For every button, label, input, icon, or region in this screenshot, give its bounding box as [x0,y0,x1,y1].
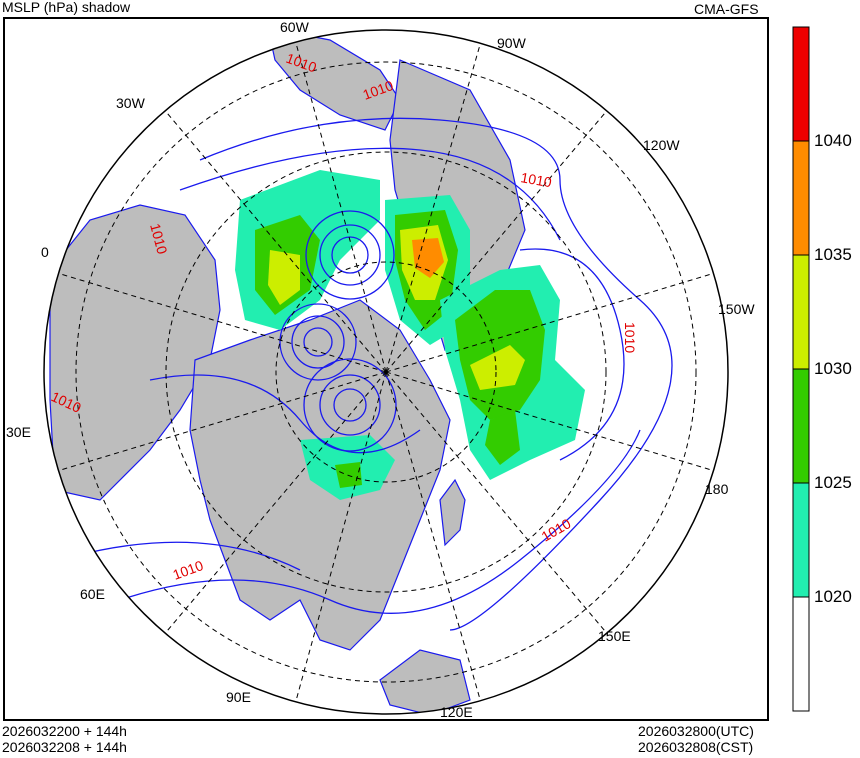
isobar-label: 1010 [519,169,553,190]
isobar-label: 1010 [147,222,171,256]
landmass-europe-africa [49,204,221,501]
lon-label-150e: 150E [598,628,631,644]
landmass-greenland [267,30,401,131]
model-name: CMA-GFS [694,1,759,17]
map-title: MSLP (hPa) shadow [2,0,131,15]
colorbar-tick: 1030 [814,359,852,378]
landmass-japan [439,478,466,547]
isobar-label: 1010 [171,557,206,583]
colorbar-tick: 1020 [814,587,852,606]
lon-label-120e: 120E [440,704,473,720]
init-time-utc: 2026032200 + 144h [2,723,127,739]
lon-label-150w: 150W [718,301,755,317]
isobar-label: 1010 [622,322,638,353]
lon-label-30w: 30W [116,95,145,111]
lon-label-90w: 90W [497,35,526,51]
init-time-cst: 2026032208 + 144h [2,739,127,755]
lon-label-90e: 90E [226,689,251,705]
lon-label-30e: 30E [6,424,31,440]
lon-label-120w: 120W [643,137,680,153]
landmass-southeast-asia [379,649,471,714]
map-boundary [43,29,729,715]
mslp-shading [235,170,585,500]
isobars [59,117,673,631]
lon-label-60w: 60W [280,19,309,35]
colorbar-tick: 1025 [814,473,852,492]
lon-label-0: 0 [41,244,49,260]
colorbar-tick: 1035 [814,245,852,264]
colorbar [792,26,810,712]
valid-time-cst: 2026032808(CST) [638,739,754,755]
colorbar-tick: 1040 [814,131,852,150]
valid-time-utc: 2026032800(UTC) [638,723,754,739]
lon-label-60e: 60E [80,586,105,602]
lon-label-180: 180 [705,481,729,497]
